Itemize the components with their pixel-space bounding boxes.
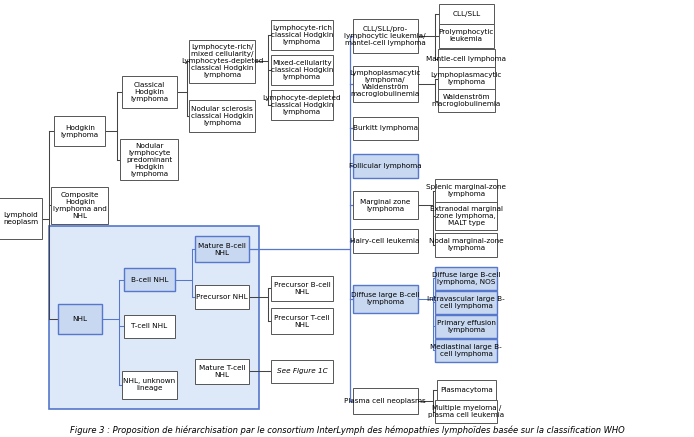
Text: Mantle-cell lymphoma: Mantle-cell lymphoma [426,56,507,62]
Text: Mediastinal large B-
cell lymphoma: Mediastinal large B- cell lymphoma [430,344,502,357]
Text: Mature T-cell
NHL: Mature T-cell NHL [198,365,246,378]
FancyBboxPatch shape [271,360,333,383]
FancyBboxPatch shape [438,67,495,90]
FancyBboxPatch shape [0,198,42,239]
FancyBboxPatch shape [353,154,418,178]
Text: Precursor NHL: Precursor NHL [196,294,248,300]
Text: Burkitt lymphoma: Burkitt lymphoma [353,125,418,132]
Text: Precursor B-cell
NHL: Precursor B-cell NHL [273,282,330,295]
Text: Nodular sclerosis
classical Hodgkin
lymphoma: Nodular sclerosis classical Hodgkin lymp… [191,106,253,126]
Text: CLL/SLL: CLL/SLL [452,11,480,17]
FancyBboxPatch shape [438,49,495,69]
FancyBboxPatch shape [271,20,333,50]
FancyBboxPatch shape [353,191,418,219]
Text: Nodular
lymphocyte
predominant
Hodgkin
lymphoma: Nodular lymphocyte predominant Hodgkin l… [126,142,172,177]
Text: Hodgkin
lymphoma: Hodgkin lymphoma [61,125,99,138]
FancyBboxPatch shape [122,76,176,108]
Text: Lymphocyte-rich/
mixed cellularity/
Lymphocytes-depleted
classical Hodgkin
lymph: Lymphocyte-rich/ mixed cellularity/ Lymp… [181,44,263,78]
Text: Mature B-cell
NHL: Mature B-cell NHL [198,243,246,256]
FancyBboxPatch shape [353,229,418,253]
Text: Primary effusion
lymphoma: Primary effusion lymphoma [437,320,496,333]
FancyBboxPatch shape [436,400,497,423]
FancyBboxPatch shape [436,291,497,314]
Text: Prolymphocytic
leukemia: Prolymphocytic leukemia [439,29,494,42]
FancyBboxPatch shape [436,315,497,338]
Text: Diffuse large B-cell
lymphoma: Diffuse large B-cell lymphoma [351,292,419,305]
FancyBboxPatch shape [439,24,493,48]
Text: Lymphoplasmacytic
lymphoma: Lymphoplasmacytic lymphoma [431,72,502,85]
FancyBboxPatch shape [436,267,497,290]
Text: Multiple myeloma /
plasma cell leukemia: Multiple myeloma / plasma cell leukemia [428,405,505,418]
FancyBboxPatch shape [353,285,418,313]
Text: Classical
Hodgkin
lymphoma: Classical Hodgkin lymphoma [130,82,168,102]
FancyBboxPatch shape [353,117,418,140]
Text: NHL: NHL [72,316,87,322]
Text: Follicular lymphoma: Follicular lymphoma [349,163,421,169]
Text: See Figure 1C: See Figure 1C [276,368,328,375]
FancyBboxPatch shape [271,276,333,302]
FancyBboxPatch shape [353,66,418,102]
Text: Plasma cell neoplasms: Plasma cell neoplasms [344,398,426,404]
Text: NHL, unknown
lineage: NHL, unknown lineage [123,378,176,391]
FancyBboxPatch shape [58,304,102,334]
Text: Precursor T-cell
NHL: Precursor T-cell NHL [274,315,330,328]
Text: Nodal marginal-zone
lymphoma: Nodal marginal-zone lymphoma [429,238,504,251]
FancyBboxPatch shape [353,388,418,413]
Text: Splenic marginal-zone
lymphoma: Splenic marginal-zone lymphoma [426,184,507,198]
FancyBboxPatch shape [271,90,333,120]
Text: Extranodal marginal
zone lymphoma,
MALT type: Extranodal marginal zone lymphoma, MALT … [430,206,503,226]
FancyBboxPatch shape [54,116,105,146]
Text: B-cell NHL: B-cell NHL [130,277,168,283]
Text: Lymphocyte-rich
classical Hodgkin
lymphoma: Lymphocyte-rich classical Hodgkin lympho… [271,25,333,45]
Text: CLL/SLL/pro-
lymphocytic leukemia/
mantel-cell lymphoma: CLL/SLL/pro- lymphocytic leukemia/ mante… [344,26,426,46]
FancyBboxPatch shape [124,315,175,338]
FancyBboxPatch shape [271,55,333,85]
Text: Waldenström
macroglobulinemia: Waldenström macroglobulinemia [432,94,501,107]
FancyBboxPatch shape [120,139,178,180]
FancyBboxPatch shape [271,309,333,334]
FancyBboxPatch shape [437,380,496,400]
FancyBboxPatch shape [436,339,497,362]
FancyBboxPatch shape [439,4,493,24]
Text: Mixed-cellularity
classical Hodgkin
lymphoma: Mixed-cellularity classical Hodgkin lymp… [271,60,333,80]
Text: Hairy-cell leukemia: Hairy-cell leukemia [350,238,420,244]
Text: T-cell NHL: T-cell NHL [131,323,167,329]
FancyBboxPatch shape [436,179,497,203]
FancyBboxPatch shape [124,268,175,291]
FancyBboxPatch shape [122,371,176,399]
Text: Figure 3 : Proposition de hiérarchisation par le consortium InterLymph des hémop: Figure 3 : Proposition de hiérarchisatio… [69,426,625,435]
Text: Plasmacytoma: Plasmacytoma [440,387,493,393]
FancyBboxPatch shape [194,236,250,262]
FancyBboxPatch shape [194,285,250,309]
FancyBboxPatch shape [194,358,250,385]
Text: Intravascular large B-
cell lymphoma: Intravascular large B- cell lymphoma [428,296,505,309]
FancyBboxPatch shape [189,40,255,83]
FancyBboxPatch shape [438,89,495,112]
FancyBboxPatch shape [189,100,255,132]
Text: Composite
Hodgkin
lymphoma and
NHL: Composite Hodgkin lymphoma and NHL [53,192,107,219]
FancyBboxPatch shape [353,18,418,53]
FancyBboxPatch shape [436,202,497,230]
Text: Lymphoplasmacytic
lymphoma/
Waldenström
macroglobulinemia: Lymphoplasmacytic lymphoma/ Waldenström … [350,70,421,97]
Text: Marginal zone
lymphoma: Marginal zone lymphoma [360,199,410,212]
FancyBboxPatch shape [49,226,258,409]
Text: Lymphocyte-depleted
classical Hodgkin
lymphoma: Lymphocyte-depleted classical Hodgkin ly… [262,95,341,115]
FancyBboxPatch shape [51,187,108,224]
FancyBboxPatch shape [436,233,497,257]
Text: Diffuse large B-cell
lymphoma, NOS: Diffuse large B-cell lymphoma, NOS [432,272,500,285]
Text: Lymphoid
neoplasm: Lymphoid neoplasm [3,212,38,225]
